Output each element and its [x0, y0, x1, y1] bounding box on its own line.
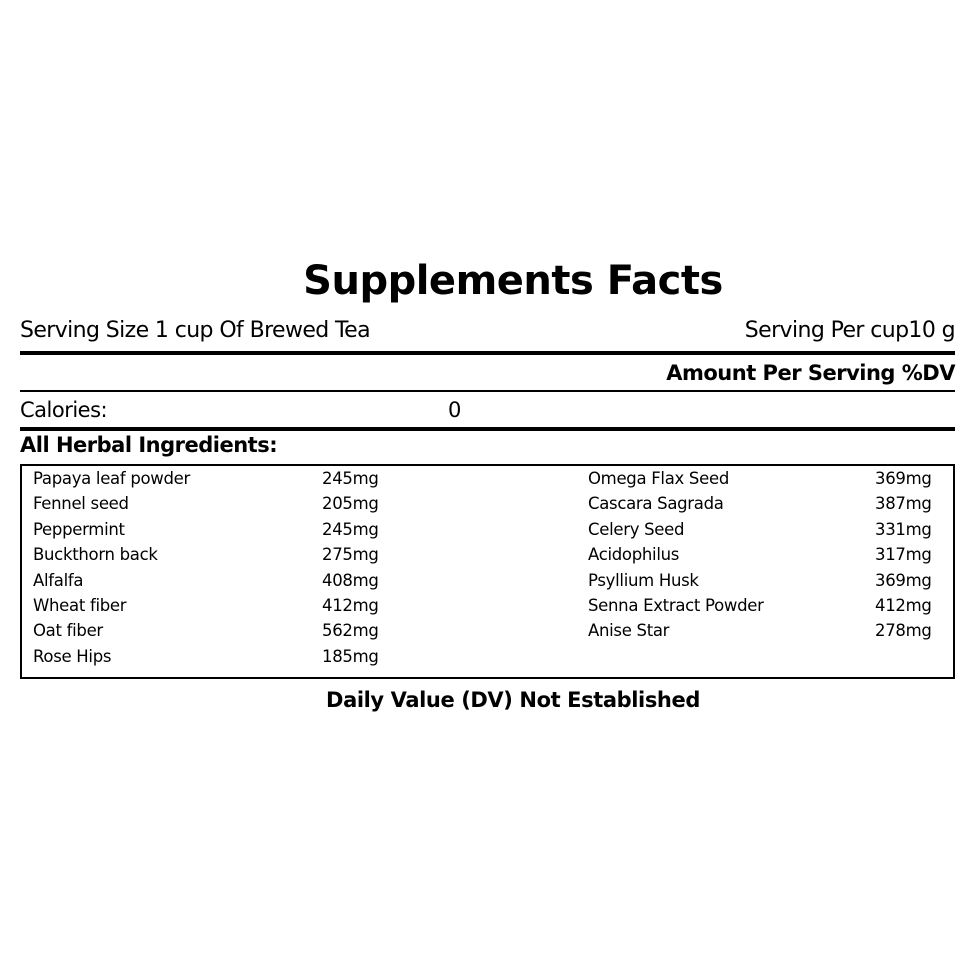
- ingredient-name: Papaya leaf powder: [33, 469, 190, 488]
- ingredient-row: Anise Star 278mg: [22, 621, 953, 646]
- ingredient-name: Psyllium Husk: [588, 570, 699, 590]
- divider-thick: [20, 427, 955, 431]
- ingredient-name: Cascara Sagrada: [588, 494, 724, 514]
- serving-size: Serving Size 1 cup Of Brewed Tea: [20, 318, 371, 343]
- ingredients-header: All Herbal Ingredients:: [20, 433, 278, 457]
- ingredient-name: Oat fiber: [33, 621, 103, 641]
- ingredient-name: Anise Star: [588, 621, 670, 641]
- ingredient-name: Fennel seed: [33, 494, 129, 514]
- ingredient-row: Wheat fiber 412mg: [22, 596, 953, 621]
- ingredients-table: Papaya leaf powder 245mg Fennel seed 205mg P…: [20, 464, 955, 679]
- ingredient-name: Acidophilus: [588, 545, 680, 565]
- ingredient-name: Peppermint: [33, 519, 125, 539]
- ingredient-name: Celery Seed: [588, 519, 685, 539]
- ingredient-amount: 412mg: [322, 596, 379, 615]
- amount-header: Amount Per Serving %DV: [666, 361, 955, 385]
- ingredient-name: Wheat fiber: [33, 596, 127, 615]
- ingredient-row: Omega Flax Seed 369mg: [22, 469, 953, 494]
- dv-footnote: Daily Value (DV) Not Established: [326, 688, 700, 712]
- ingredient-name: Alfalfa: [33, 570, 84, 590]
- ingredient-row: Oat fiber 562mg: [22, 621, 953, 646]
- ingredient-row: Rose Hips 185mg: [22, 647, 953, 672]
- ingredient-amount: 185mg: [322, 646, 379, 666]
- ingredient-amount: 562mg: [322, 621, 379, 641]
- ingredient-row: Alfalfa 408mg: [22, 571, 953, 596]
- ingredient-amount: 408mg: [322, 570, 379, 590]
- ingredient-name: Buckthorn back: [33, 545, 158, 565]
- calories-value: 0: [448, 398, 462, 422]
- ingredient-row: Psyllium Husk 369mg: [22, 571, 953, 596]
- ingredient-name: Rose Hips: [33, 646, 112, 666]
- ingredient-row: Papaya leaf powder 245mg: [22, 469, 953, 494]
- ingredient-amount: 278mg: [875, 621, 932, 641]
- ingredient-row: Peppermint 245mg: [22, 520, 953, 545]
- ingredient-amount: 369mg: [875, 469, 932, 488]
- ingredient-row: Buckthorn back 275mg: [22, 545, 953, 570]
- ingredient-amount: 245mg: [322, 469, 379, 488]
- ingredient-amount: 331mg: [875, 519, 932, 539]
- ingredient-row: Cascara Sagrada 387mg: [22, 494, 953, 519]
- ingredient-amount: 412mg: [875, 596, 932, 615]
- ingredient-amount: 387mg: [875, 494, 932, 514]
- ingredient-row: Senna Extract Powder 412mg: [22, 596, 953, 621]
- ingredient-amount: 275mg: [322, 545, 379, 565]
- ingredient-name: Omega Flax Seed: [588, 469, 729, 488]
- ingredient-amount: 317mg: [875, 545, 932, 565]
- ingredient-amount: 245mg: [322, 519, 379, 539]
- ingredient-row: Fennel seed 205mg: [22, 494, 953, 519]
- serving-per: Serving Per cup10 g: [744, 318, 956, 343]
- ingredient-amount: 205mg: [322, 494, 379, 514]
- ingredient-name: Senna Extract Powder: [588, 596, 764, 615]
- ingredient-row: Celery Seed 331mg: [22, 520, 953, 545]
- calories-label: Calories:: [20, 398, 108, 422]
- ingredient-amount: 369mg: [875, 570, 932, 590]
- page-title: Supplements Facts: [303, 258, 723, 304]
- divider-thin: [20, 390, 955, 392]
- divider-thick: [20, 351, 955, 355]
- ingredient-row: Acidophilus 317mg: [22, 545, 953, 570]
